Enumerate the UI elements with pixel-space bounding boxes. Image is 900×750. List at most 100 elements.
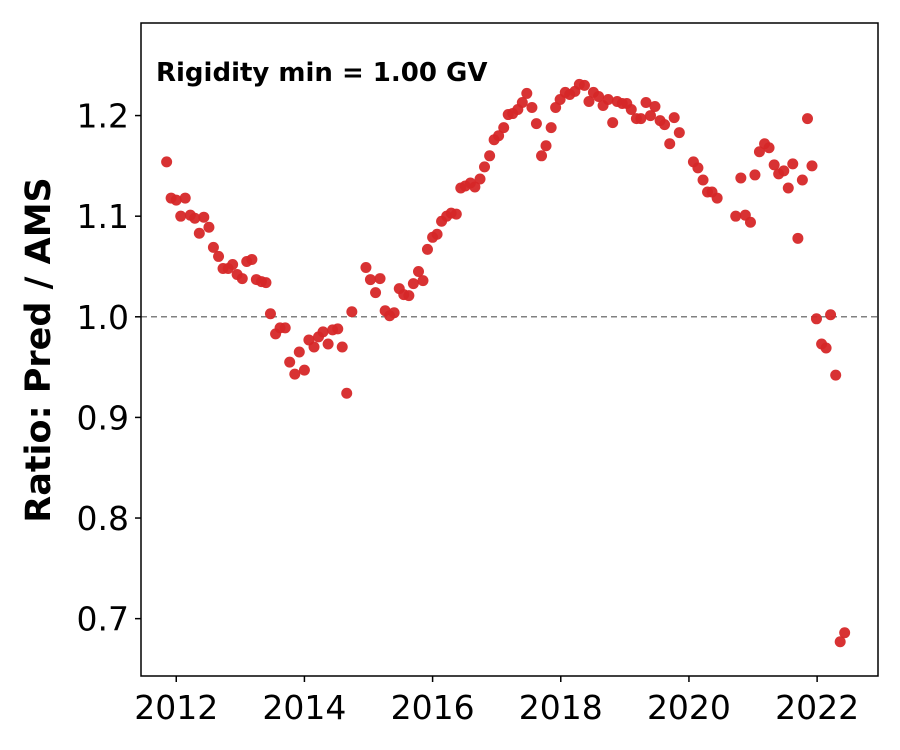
data-point — [530, 118, 542, 130]
data-point — [293, 346, 305, 358]
data-point — [360, 262, 372, 273]
data-point — [806, 160, 818, 172]
x-tick-label: 2020 — [647, 688, 731, 727]
data-point — [578, 79, 590, 91]
plot-frame — [140, 22, 879, 677]
data-point — [413, 266, 424, 278]
data-point — [203, 221, 215, 233]
data-point — [336, 341, 348, 353]
data-point — [763, 142, 775, 154]
data-point — [364, 274, 376, 286]
data-point — [711, 192, 723, 204]
data-point — [768, 159, 780, 171]
data-point — [264, 308, 276, 320]
data-point — [279, 322, 291, 334]
data-point — [346, 306, 358, 318]
data-point — [536, 150, 548, 162]
y-tick-label: 1.2 — [77, 97, 129, 136]
data-point — [735, 172, 747, 184]
data-point — [540, 140, 552, 152]
chart-annotation: Rigidity min = 1.00 GV — [156, 58, 487, 88]
y-tick-label: 0.8 — [77, 499, 129, 538]
data-point — [778, 165, 790, 177]
data-point — [298, 364, 310, 376]
data-point — [170, 194, 182, 206]
data-point — [730, 210, 742, 222]
data-point — [374, 273, 386, 285]
data-point — [469, 181, 481, 193]
data-point — [175, 210, 187, 222]
data-point — [659, 119, 671, 131]
data-point — [407, 278, 419, 290]
data-point — [649, 101, 661, 113]
x-tick-label: 2022 — [775, 688, 859, 727]
data-point — [246, 253, 258, 265]
x-tick-label: 2016 — [391, 688, 475, 727]
data-point — [526, 102, 538, 114]
data-point — [545, 122, 557, 134]
data-point — [284, 356, 296, 368]
data-point — [810, 313, 822, 325]
data-point — [332, 323, 344, 335]
data-point — [370, 287, 382, 299]
data-point — [834, 636, 846, 648]
data-point — [516, 96, 528, 108]
y-tick-label: 0.9 — [77, 398, 129, 437]
y-axis-label: Ratio: Pred / AMS — [19, 177, 59, 523]
data-point — [341, 387, 353, 399]
data-point — [431, 228, 443, 240]
data-point — [308, 341, 320, 353]
data-point — [317, 326, 329, 338]
data-point — [388, 307, 400, 319]
data-point — [421, 243, 433, 255]
data-point — [796, 174, 808, 186]
data-point — [417, 275, 429, 287]
data-point — [593, 90, 605, 102]
data-point — [498, 122, 510, 134]
data-point — [289, 368, 301, 380]
data-point — [550, 102, 562, 114]
data-point — [479, 161, 491, 173]
data-point — [322, 338, 334, 350]
data-point — [521, 87, 533, 99]
data-point — [673, 127, 685, 139]
data-point — [668, 112, 680, 124]
data-point — [484, 150, 496, 162]
data-point — [753, 146, 765, 158]
y-tick-label: 0.7 — [77, 600, 129, 639]
data-point — [260, 277, 272, 289]
data-point — [744, 216, 756, 228]
data-point — [236, 273, 248, 285]
data-point — [692, 162, 704, 174]
data-point — [697, 174, 709, 186]
data-point — [782, 182, 794, 194]
data-point — [749, 169, 761, 181]
data-point — [664, 138, 676, 150]
data-point — [198, 211, 210, 223]
data-point — [625, 104, 637, 116]
data-point — [839, 627, 851, 639]
data-point — [474, 173, 486, 185]
data-point — [640, 96, 652, 108]
data-point — [227, 258, 239, 270]
data-point — [213, 250, 225, 262]
data-point — [193, 227, 205, 239]
x-tick-label: 2012 — [134, 688, 218, 727]
data-point — [607, 117, 619, 129]
data-point — [583, 95, 595, 107]
data-point — [493, 130, 505, 142]
data-point — [179, 192, 191, 204]
data-point — [450, 208, 462, 220]
data-point — [403, 290, 415, 302]
data-point — [820, 342, 832, 354]
data-point — [207, 241, 219, 253]
y-tick-label: 1.1 — [77, 197, 129, 236]
plot-area — [141, 78, 878, 648]
axis-ticks: 2012 2014 2016 2018 2020 2022 0.7 0.8 0.9 1.0 1.1 1… — [77, 97, 860, 727]
data-point — [802, 113, 813, 125]
x-tick-label: 2018 — [519, 688, 603, 727]
y-tick-label: 1.0 — [77, 298, 129, 337]
data-point — [189, 212, 201, 224]
